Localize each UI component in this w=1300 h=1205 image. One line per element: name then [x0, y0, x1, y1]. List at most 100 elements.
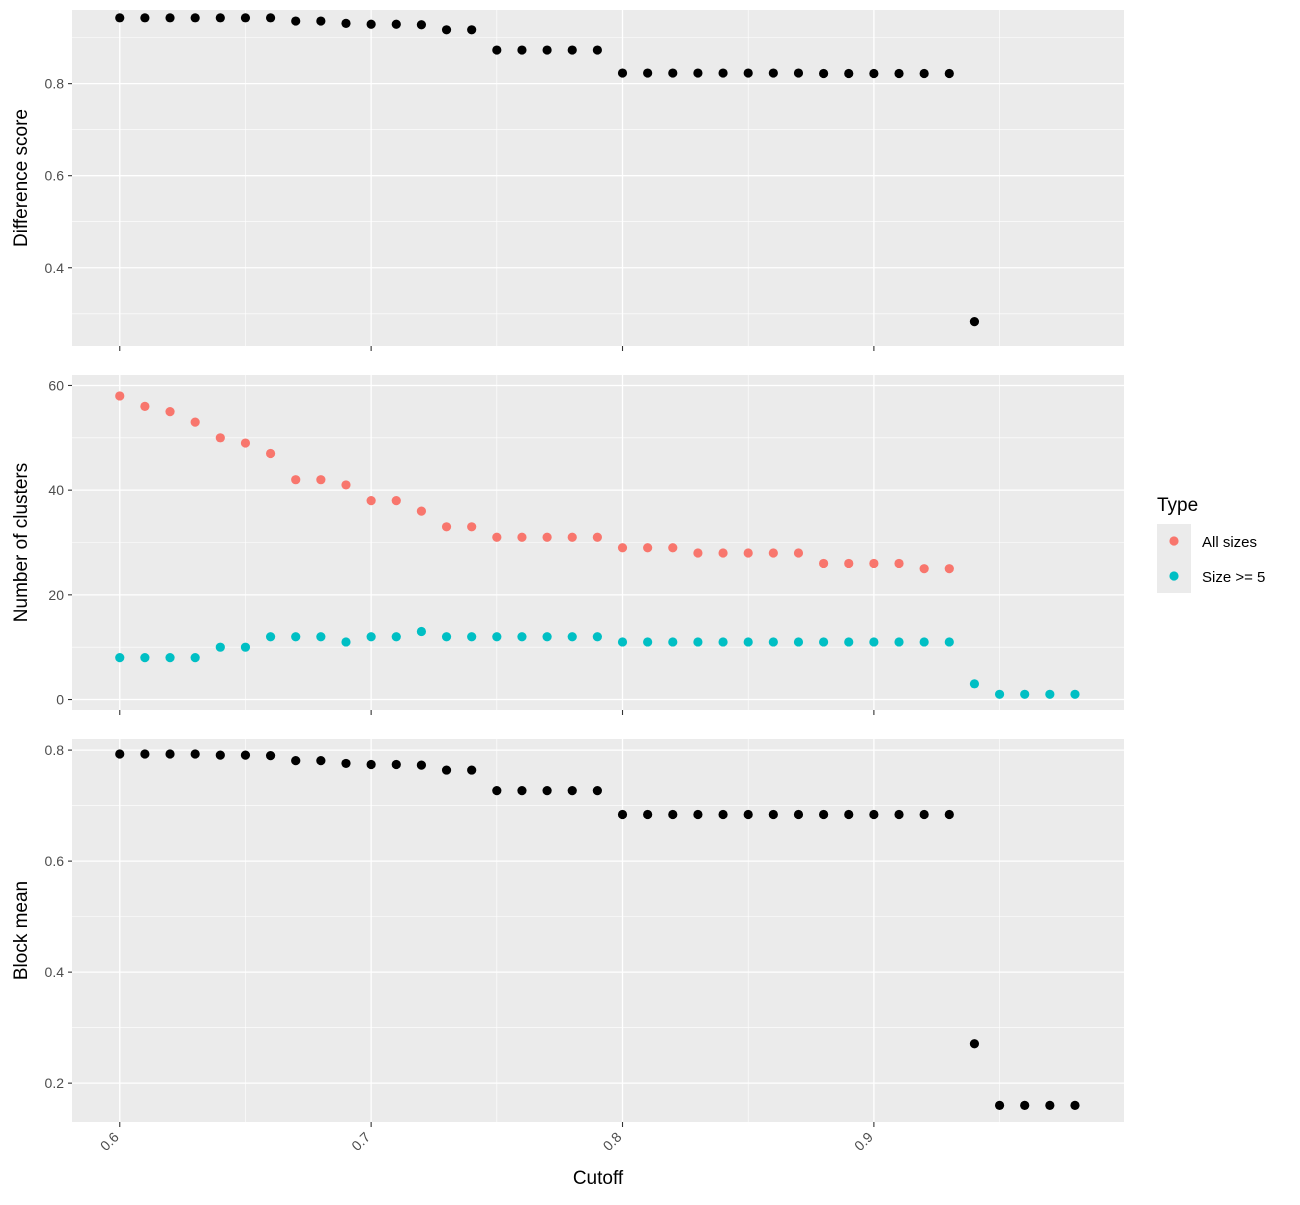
data-point — [240, 13, 251, 23]
data-point — [592, 532, 602, 542]
legend: Type All sizes Size >= 5 — [1157, 495, 1265, 593]
data-point — [391, 632, 401, 642]
data-point — [265, 13, 276, 23]
data-point — [994, 689, 1005, 699]
x-axis-title: Cutoff — [573, 1168, 624, 1189]
y-tick-label: 40 — [48, 482, 64, 498]
data-point — [969, 1039, 980, 1049]
data-point — [416, 506, 427, 516]
data-point — [115, 653, 125, 663]
data-point — [592, 632, 602, 642]
data-point — [115, 749, 125, 759]
data-point — [1020, 689, 1030, 699]
data-point — [215, 642, 225, 652]
data-point — [944, 564, 954, 574]
data-point — [140, 401, 150, 412]
data-point — [517, 632, 527, 642]
data-point — [467, 765, 477, 775]
data-point — [718, 68, 728, 78]
data-point — [291, 16, 301, 26]
data-point — [994, 1100, 1005, 1110]
data-point — [819, 68, 829, 79]
data-point — [844, 809, 854, 820]
data-point — [115, 391, 125, 401]
legend-key-dot — [1169, 571, 1179, 581]
y-tick-label: 20 — [48, 587, 64, 603]
y-tick-label: 0.8 — [45, 742, 65, 758]
data-point — [517, 45, 527, 55]
data-point — [643, 637, 653, 647]
data-point — [819, 558, 829, 569]
data-point — [542, 45, 552, 55]
data-point — [441, 25, 452, 35]
data-point — [140, 653, 150, 663]
data-point — [391, 496, 401, 506]
data-point — [416, 626, 427, 637]
legend-label: All sizes — [1202, 534, 1257, 551]
data-point — [969, 317, 980, 327]
data-point — [467, 522, 477, 532]
data-point — [768, 809, 778, 820]
data-point — [743, 548, 753, 558]
series-1 — [115, 749, 1080, 1110]
data-point — [919, 564, 929, 574]
series-1 — [115, 391, 954, 574]
data-point — [919, 68, 929, 79]
y-axis-title: Block mean — [11, 881, 32, 980]
y-tick-label: 0 — [56, 692, 64, 708]
data-point — [617, 809, 628, 820]
data-point — [643, 809, 653, 820]
data-point — [617, 637, 628, 647]
x-tick-label: 0.6 — [97, 1129, 122, 1154]
y-tick-label: 0.6 — [45, 853, 65, 869]
data-point — [316, 16, 326, 26]
data-point — [316, 632, 326, 642]
data-point — [140, 749, 150, 759]
y-axis-title: Difference score — [11, 109, 32, 247]
data-point — [391, 759, 401, 770]
data-point — [416, 20, 427, 30]
data-point — [165, 13, 175, 23]
data-point — [265, 448, 276, 459]
data-point — [743, 68, 753, 78]
legend-entries: All sizes Size >= 5 — [1169, 534, 1265, 586]
y-tick-label: 0.4 — [45, 260, 65, 276]
data-point — [718, 637, 728, 647]
data-point — [617, 68, 628, 78]
data-point — [341, 637, 351, 647]
legend-key-background — [1157, 524, 1191, 593]
data-point — [643, 68, 653, 78]
data-point — [567, 786, 577, 796]
data-point — [265, 632, 276, 642]
data-point — [316, 475, 326, 485]
series-1 — [115, 13, 980, 327]
data-point — [341, 480, 351, 490]
data-point — [165, 749, 175, 759]
data-point — [215, 750, 225, 760]
data-point — [291, 632, 301, 642]
data-point — [894, 68, 904, 79]
data-point — [793, 809, 804, 820]
data-point — [869, 68, 879, 79]
data-point — [567, 532, 577, 542]
data-point — [291, 756, 301, 766]
data-point — [165, 653, 175, 663]
data-point — [919, 637, 929, 647]
data-point — [819, 809, 829, 820]
data-point — [869, 809, 879, 820]
data-point — [115, 13, 125, 23]
x-tick-label: 0.8 — [600, 1129, 625, 1154]
data-point — [668, 68, 678, 78]
data-point — [416, 760, 427, 770]
legend-title: Type — [1157, 495, 1198, 516]
panels-layer: 0.4 0.6 0.8 Difference score 0 20 40 60 Number o… — [11, 10, 1124, 1154]
data-point — [190, 13, 200, 23]
data-point — [567, 632, 577, 642]
data-point — [215, 13, 225, 23]
y-tick-label: 0.4 — [45, 964, 65, 980]
panel-background — [72, 739, 1124, 1122]
legend-key-dot — [1169, 536, 1179, 546]
data-point — [1045, 689, 1055, 699]
